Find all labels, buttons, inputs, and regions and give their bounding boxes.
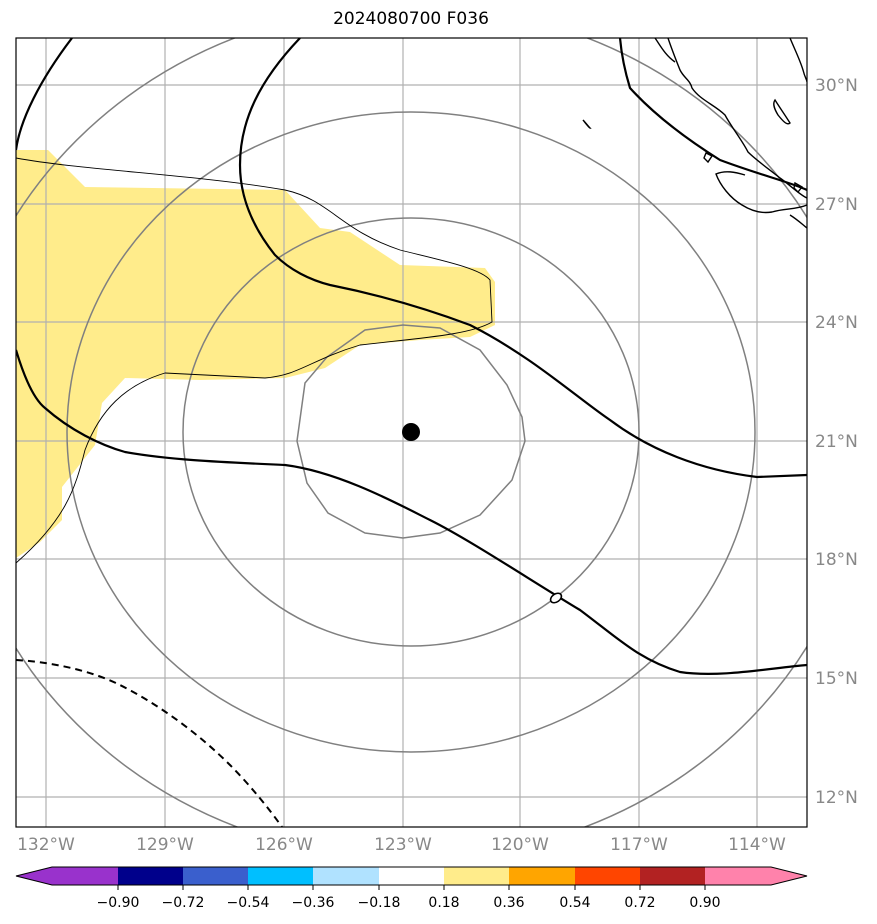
colorbar-tick-label: −0.36 [292,895,335,911]
colorbar-tick-label: −0.90 [97,895,140,911]
lat-label: 27°N [815,195,858,215]
latitude-labels: 30°N 27°N 24°N 21°N 18°N 15°N 12°N [815,76,858,808]
small-closed-contour [549,592,563,604]
colorbar-tick-label: −0.18 [358,895,401,911]
distance-ring-3 [66,111,756,753]
lon-label: 126°W [255,835,313,855]
positive-anomaly-shading [16,150,495,558]
colorbar-segment [118,867,183,885]
map-title: 2024080700 F036 [333,9,489,29]
lat-label: 21°N [815,432,858,452]
colorbar-ticks [117,885,706,890]
colorbar-tick-label: −0.72 [162,895,205,911]
map-frame [15,37,808,828]
colorbar-segment [575,867,640,885]
lat-label: 30°N [815,76,858,96]
lon-label: 123°W [374,835,432,855]
storm-center-marker [402,423,420,441]
colorbar-extend-low [16,867,118,885]
coastline [582,38,807,229]
thin-contour [16,157,493,564]
colorbar-tick-label: 0.36 [493,895,524,911]
lat-label: 24°N [815,313,858,333]
colorbar-tick-label: 0.54 [559,895,590,911]
lon-label: 120°W [491,835,549,855]
distance-rings [16,38,807,827]
colorbar-segment [379,867,444,885]
lon-label: 114°W [728,835,786,855]
colorbar: −0.90 −0.72 −0.54 −0.36 −0.18 0.18 0.36 … [15,866,808,911]
lat-label: 15°N [815,669,858,689]
distance-ring-2 [182,217,640,647]
lon-label: 117°W [610,835,668,855]
colorbar-segment [248,867,313,885]
lon-label: 132°W [17,835,75,855]
dashed-contour [16,659,283,827]
colorbar-tick-label: −0.54 [227,895,270,911]
map-content [16,38,807,827]
distance-ring-4 [16,38,807,827]
colorbar-outline [15,866,808,886]
colorbar-segment [183,867,248,885]
colorbar-segment [444,867,509,885]
thick-contours [16,38,807,675]
lon-label: 129°W [136,835,194,855]
colorbar-segment [640,867,705,885]
colorbar-tick-label: 0.18 [428,895,459,911]
colorbar-tick-label: 0.72 [624,895,655,911]
colorbar-extend-high [705,867,807,885]
colorbar-tick-label: 0.90 [689,895,720,911]
lat-label: 18°N [815,550,858,570]
colorbar-segment [509,867,575,885]
lat-label: 12°N [815,788,858,808]
longitude-labels: 132°W 129°W 126°W 123°W 120°W 117°W 114°… [17,835,786,855]
colorbar-segment [313,867,379,885]
